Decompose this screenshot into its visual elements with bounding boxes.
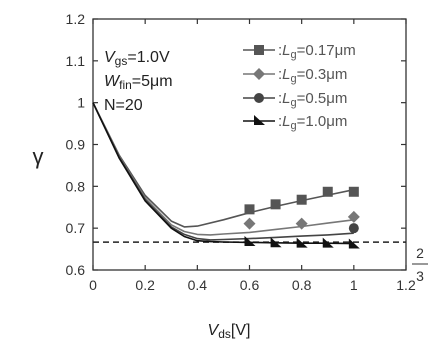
legend-entry-sub: g: [291, 73, 297, 85]
data-point-series-2: [295, 217, 308, 230]
legend-entry-sub: g: [291, 49, 297, 61]
x-axis-label-sub: ds: [218, 327, 231, 341]
data-point-series-1: [244, 204, 255, 215]
x-tick-label: 0.4: [188, 277, 208, 293]
y-axis-ticks: 0.6 0.7 0.8 0.9 1 1.1 1.2: [66, 11, 406, 278]
legend-marker-3: [254, 93, 264, 103]
x-axis-ticks: 0 0.2 0.4 0.6 0.8 1 1.2: [89, 19, 416, 293]
data-point-series-4: [270, 237, 282, 248]
reference-label-denominator: 3: [416, 268, 424, 284]
data-point-series-4: [348, 238, 360, 249]
x-axis-label-main: V: [208, 322, 220, 339]
x-axis-label-unit: [V]: [231, 322, 251, 339]
legend-entry-prefix: :: [278, 113, 282, 130]
legend-entry-main: L: [282, 90, 290, 107]
y-tick-label: 1.2: [66, 11, 86, 27]
annotation-wfin-main: W: [104, 73, 121, 90]
legend-entry-rest: =0.17μm: [297, 42, 356, 59]
x-tick-label: 0.2: [135, 277, 155, 293]
data-point-series-2: [347, 210, 360, 223]
y-axis-label: γ: [33, 144, 44, 169]
legend-marker-4: [254, 115, 265, 125]
condition-annotations: Vgs=1.0V Wfin=5μm N=20: [104, 49, 173, 114]
y-tick-label: 0.9: [66, 137, 86, 153]
legend-entry-sub: g: [291, 97, 297, 109]
data-point-series-1: [322, 186, 333, 197]
annotation-wfin-rest: =5μm: [132, 73, 173, 90]
legend-marker-1: [254, 45, 264, 55]
legend-entry-rest: =0.5μm: [297, 90, 348, 107]
y-tick-label: 0.7: [66, 220, 86, 236]
reference-label: 2 3: [412, 245, 428, 284]
data-point-series-4: [322, 237, 334, 248]
data-point-series-1: [348, 186, 359, 197]
legend-entry-prefix: :: [278, 90, 282, 107]
legend-entry-prefix: :: [278, 42, 282, 59]
annotation-vgs-sub: gs: [115, 54, 128, 68]
legend-entry-rest: =1.0μm: [297, 113, 348, 130]
x-tick-label: 0.6: [240, 277, 260, 293]
legend-entry-main: L: [282, 66, 290, 83]
data-point-series-1: [296, 194, 307, 205]
x-tick-label: 0.8: [292, 277, 312, 293]
annotation-wfin-sub: fin: [119, 78, 132, 92]
data-point-series-2: [243, 217, 256, 230]
legend-entry-sub: g: [291, 120, 297, 132]
annotation-n: N=20: [104, 97, 143, 114]
data-point-series-4: [244, 235, 256, 246]
x-axis-label: Vds[V]: [208, 322, 251, 341]
data-point-series-4: [296, 237, 308, 248]
x-tick-label: 1: [350, 277, 358, 293]
y-tick-label: 1: [77, 95, 85, 111]
legend-entry-main: L: [282, 113, 290, 130]
legend-entry-main: L: [282, 42, 290, 59]
legend-entry-prefix: :: [278, 66, 282, 83]
y-tick-label: 0.6: [66, 262, 86, 278]
data-point-series-1: [270, 199, 281, 210]
y-tick-label: 1.1: [66, 53, 86, 69]
annotation-wfin: Wfin=5μm: [104, 73, 173, 92]
legend: :Lg=0.17μm:Lg=0.3μm:Lg=0.5μm:Lg=1.0μm: [243, 42, 356, 132]
data-point-series-3: [348, 223, 359, 234]
x-tick-label: 0: [89, 277, 97, 293]
x-tick-label: 1.2: [396, 277, 416, 293]
data-markers: [243, 186, 360, 249]
annotation-vgs-main: V: [104, 49, 116, 66]
legend-entry-3: :Lg=0.5μm: [278, 90, 347, 109]
legend-entry-rest: =0.3μm: [297, 66, 348, 83]
legend-entry-4: :Lg=1.0μm: [278, 113, 347, 132]
annotation-vgs: Vgs=1.0V: [104, 49, 170, 68]
reference-label-numerator: 2: [416, 245, 424, 261]
annotation-vgs-rest: =1.0V: [127, 49, 170, 66]
legend-marker-2: [253, 68, 265, 80]
legend-entry-2: :Lg=0.3μm: [278, 66, 347, 85]
legend-entry-1: :Lg=0.17μm: [278, 42, 356, 61]
y-tick-label: 0.8: [66, 178, 86, 194]
